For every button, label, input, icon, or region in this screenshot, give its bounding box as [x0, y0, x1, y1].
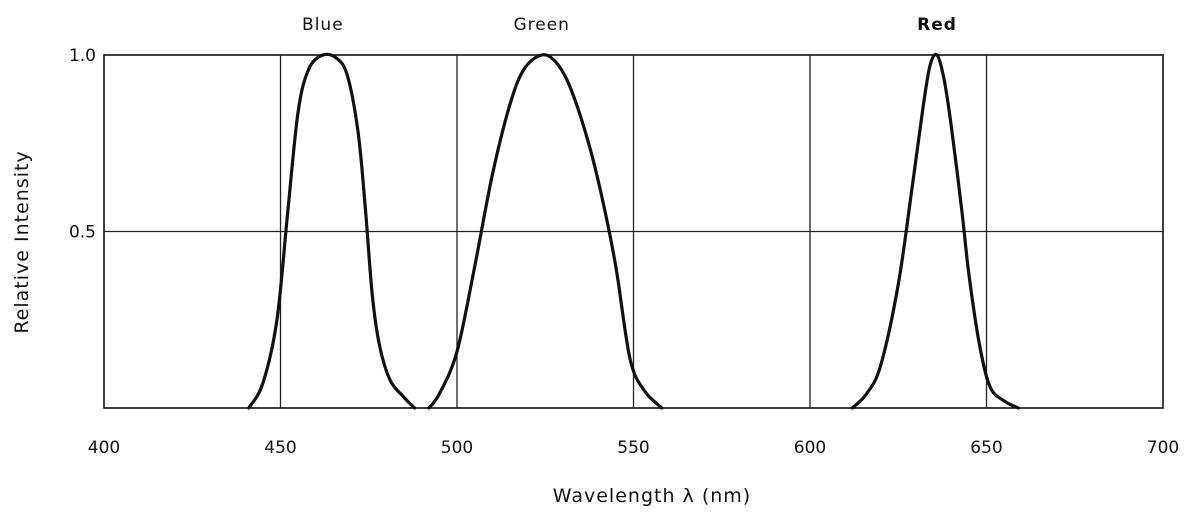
peak-labels: Blue Green Red — [302, 15, 957, 35]
x-tick-label: 600 — [794, 438, 826, 458]
y-tick-label: 1.0 — [69, 46, 96, 66]
series-line-blue — [247, 52, 417, 410]
series-line-red — [850, 52, 1020, 410]
y-tick-label: 0.5 — [69, 223, 96, 243]
series-label-red: Red — [917, 15, 957, 35]
x-tick-label: 700 — [1147, 438, 1179, 458]
tick-labels: 400 450 500 550 600 650 700 0.5 1.0 — [69, 46, 1179, 458]
series-line-green — [427, 53, 664, 410]
x-tick-label: 400 — [88, 438, 120, 458]
series-curves — [247, 52, 1020, 410]
x-axis-title: Wavelength λ (nm) — [553, 485, 751, 507]
x-tick-label: 500 — [441, 438, 473, 458]
series-label-blue: Blue — [302, 15, 344, 35]
series-label-green: Green — [513, 15, 569, 35]
x-tick-label: 550 — [617, 438, 649, 458]
grid-lines — [103, 54, 1164, 409]
x-tick-label: 650 — [970, 438, 1002, 458]
y-axis-title: Relative Intensity — [11, 150, 33, 333]
x-tick-label: 450 — [264, 438, 296, 458]
